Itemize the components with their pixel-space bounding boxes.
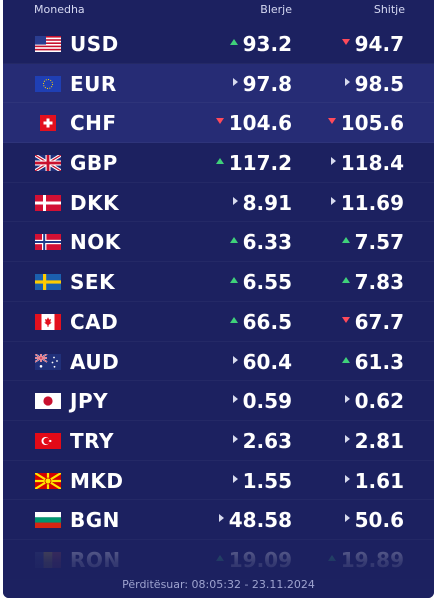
buy-rate-value: 1.55 bbox=[242, 468, 292, 493]
arrow-up-icon bbox=[229, 39, 238, 45]
sell-rate-value: 105.6 bbox=[340, 111, 404, 136]
arrow-up-icon bbox=[341, 237, 350, 244]
au-flag-icon bbox=[35, 353, 61, 370]
arrow-up-icon bbox=[215, 158, 224, 165]
arrow-up-icon bbox=[341, 356, 350, 363]
arrow-right-icon bbox=[330, 196, 336, 205]
buy-rate-value: 0.59 bbox=[242, 389, 292, 414]
currency-code: GBP bbox=[70, 151, 118, 176]
currency-code: NOK bbox=[70, 230, 121, 255]
arrow-right-icon bbox=[344, 434, 350, 443]
last-updated-text: Përditësuar: 08:05:32 - 23.11.2024 bbox=[122, 578, 315, 591]
arrow-right-icon bbox=[232, 395, 238, 404]
sell-rate-value: 2.81 bbox=[354, 428, 404, 453]
rate-row-gbp: GBP 117.2 118.4 bbox=[3, 143, 434, 183]
sell-rate-value: 0.62 bbox=[354, 389, 404, 414]
sell-rate-value: 7.57 bbox=[354, 230, 404, 255]
buy-rate-value: 60.4 bbox=[242, 349, 292, 374]
sell-rate-value: 94.7 bbox=[354, 32, 404, 56]
buy-rate-value: 97.8 bbox=[242, 71, 292, 96]
sell-rate-value: 11.69 bbox=[340, 190, 404, 215]
buy-rate-value: 48.58 bbox=[228, 508, 292, 533]
arrow-right-icon bbox=[218, 514, 224, 523]
arrow-right-icon bbox=[232, 474, 238, 483]
currency-code: CAD bbox=[70, 309, 119, 334]
currency-code: AUD bbox=[70, 349, 120, 374]
buy-rate-value: 117.2 bbox=[228, 151, 292, 176]
currency-code: USD bbox=[70, 32, 119, 56]
currency-code: JPY bbox=[70, 389, 109, 414]
buy-rate-value: 6.55 bbox=[242, 270, 292, 295]
arrow-down-icon bbox=[341, 316, 350, 323]
arrow-up-icon bbox=[341, 277, 350, 284]
jp-flag-icon bbox=[35, 393, 61, 410]
buy-rate-value: 66.5 bbox=[242, 309, 292, 334]
bg-flag-icon bbox=[35, 512, 61, 529]
arrow-right-icon bbox=[232, 434, 238, 443]
arrow-right-icon bbox=[232, 77, 238, 86]
dk-flag-icon bbox=[35, 194, 61, 211]
arrow-right-icon bbox=[232, 355, 238, 364]
eu-flag-icon bbox=[35, 75, 61, 92]
no-flag-icon bbox=[35, 234, 61, 251]
exchange-rates-panel: Monedha Blerje Shitje USD 93.2 94.7 EUR 97.8… bbox=[3, 0, 434, 598]
arrow-up-icon bbox=[229, 316, 238, 323]
buy-rate-value: 8.91 bbox=[242, 190, 292, 215]
sell-rate-value: 98.5 bbox=[354, 71, 404, 96]
sell-rate-value: 1.61 bbox=[354, 468, 404, 493]
sell-rate-value: 118.4 bbox=[340, 151, 404, 176]
arrow-right-icon bbox=[344, 395, 350, 404]
ch-flag-icon bbox=[35, 115, 61, 132]
rate-row-sek: SEK 6.55 7.83 bbox=[3, 262, 434, 302]
arrow-right-icon bbox=[344, 474, 350, 483]
currency-code: EUR bbox=[70, 71, 117, 96]
se-flag-icon bbox=[35, 274, 61, 291]
gb-flag-icon bbox=[35, 155, 61, 172]
arrow-down-icon bbox=[341, 39, 350, 45]
table-header: Monedha Blerje Shitje bbox=[3, 0, 434, 20]
rate-row-cad: CAD 66.5 67.7 bbox=[3, 302, 434, 342]
sell-rate-value: 7.83 bbox=[354, 270, 404, 295]
buy-column-header: Blerje bbox=[260, 3, 292, 16]
bottom-fade bbox=[3, 534, 434, 598]
rate-row-nok: NOK 6.33 7.57 bbox=[3, 222, 434, 263]
rate-row-mkd: MKD 1.55 1.61 bbox=[3, 461, 434, 501]
sell-column-header: Shitje bbox=[373, 3, 405, 16]
buy-rate-value: 93.2 bbox=[242, 32, 292, 56]
sell-rate-value: 50.6 bbox=[354, 508, 404, 533]
rate-row-eur: EUR 97.8 98.5 bbox=[3, 63, 434, 104]
sell-rate-value: 61.3 bbox=[354, 349, 404, 374]
arrow-right-icon bbox=[344, 514, 350, 523]
arrow-down-icon bbox=[215, 118, 224, 125]
buy-rate-value: 6.33 bbox=[242, 230, 292, 255]
sell-rate-value: 67.7 bbox=[354, 309, 404, 334]
rate-row-usd: USD 93.2 94.7 bbox=[3, 24, 434, 64]
arrow-right-icon bbox=[344, 77, 350, 86]
rate-row-dkk: DKK 8.91 11.69 bbox=[3, 183, 434, 223]
tr-flag-icon bbox=[35, 432, 61, 449]
mk-flag-icon bbox=[35, 472, 61, 489]
arrow-down-icon bbox=[327, 118, 336, 125]
arrow-right-icon bbox=[232, 196, 238, 205]
currency-column-header: Monedha bbox=[34, 3, 85, 16]
currency-code: MKD bbox=[70, 468, 124, 493]
arrow-up-icon bbox=[229, 237, 238, 244]
arrow-up-icon bbox=[229, 277, 238, 284]
currency-code: TRY bbox=[70, 428, 114, 453]
currency-code: BGN bbox=[70, 508, 120, 533]
rate-row-chf: CHF 104.6 105.6 bbox=[3, 103, 434, 144]
arrow-right-icon bbox=[330, 157, 336, 166]
rate-row-try: TRY 2.63 2.81 bbox=[3, 421, 434, 461]
currency-code: SEK bbox=[70, 270, 116, 295]
us-flag-icon bbox=[35, 36, 61, 52]
buy-rate-value: 104.6 bbox=[228, 111, 292, 136]
ca-flag-icon bbox=[35, 313, 61, 330]
buy-rate-value: 2.63 bbox=[242, 428, 292, 453]
currency-code: DKK bbox=[70, 190, 120, 215]
currency-code: CHF bbox=[70, 111, 117, 136]
rate-row-jpy: JPY 0.59 0.62 bbox=[3, 381, 434, 421]
rate-row-aud: AUD 60.4 61.3 bbox=[3, 342, 434, 382]
rates-list: USD 93.2 94.7 EUR 97.8 98.5 CHF 104.6 105.6 GBP 11… bbox=[3, 24, 434, 580]
